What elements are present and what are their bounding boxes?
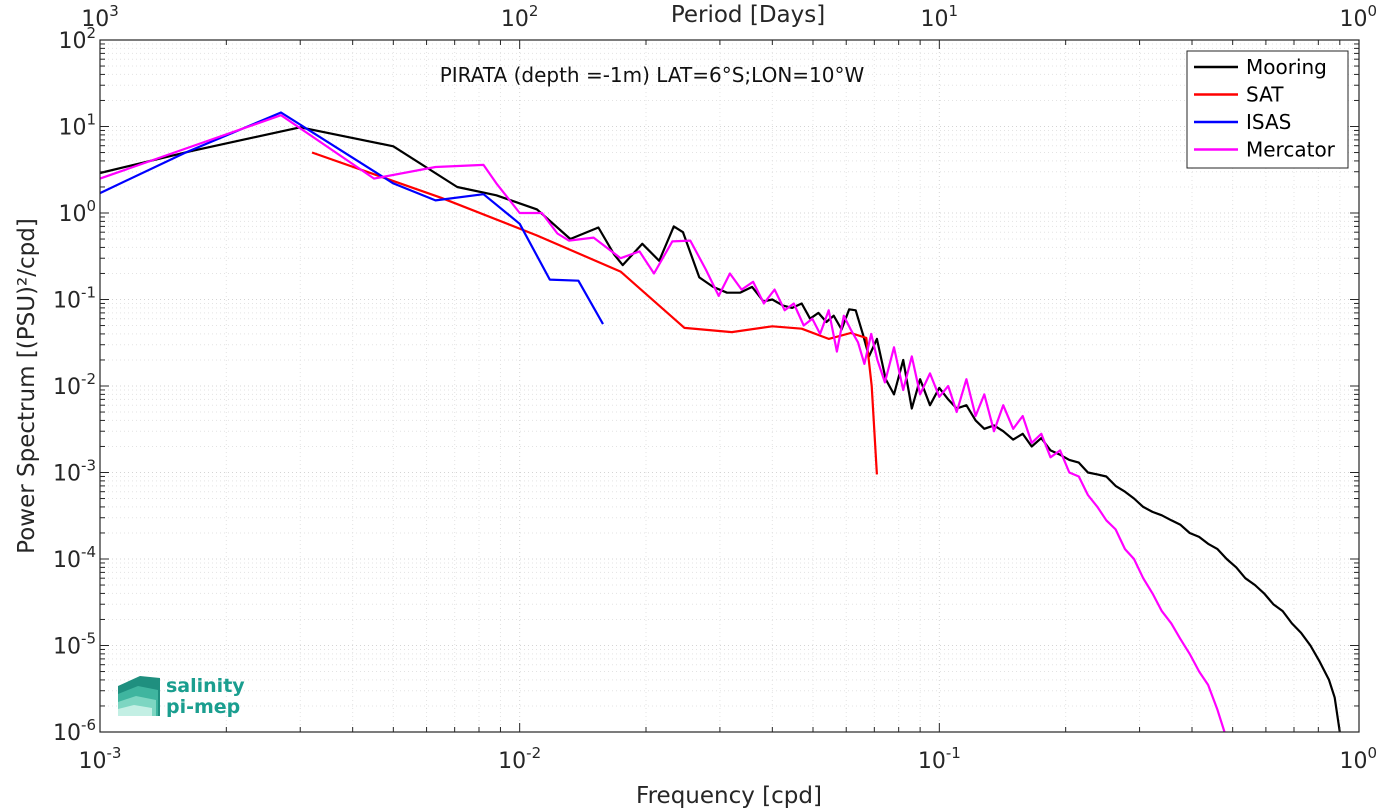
x-axis-title: Frequency [cpd] bbox=[636, 783, 822, 809]
y-tick-label: 10-2 bbox=[53, 370, 96, 400]
top-tick-label: 101 bbox=[921, 2, 959, 32]
legend-label-isas: ISAS bbox=[1246, 110, 1291, 134]
legend-label-mercator: Mercator bbox=[1246, 138, 1336, 162]
top-tick-label: 103 bbox=[81, 2, 119, 32]
logo-line2: pi-mep bbox=[166, 696, 240, 718]
series-line-mercator bbox=[99, 114, 1226, 733]
y-tick-label: 101 bbox=[58, 111, 96, 141]
salinity-pi-mep-logo: salinity pi-mep bbox=[118, 675, 245, 718]
y-tick-label: 10-5 bbox=[53, 630, 96, 660]
chart-title: PIRATA (depth =-1m) LAT=6°S;LON=10°W bbox=[440, 63, 865, 87]
x-tick-label: 10-1 bbox=[918, 744, 961, 774]
legend-label-mooring: Mooring bbox=[1246, 55, 1327, 79]
y-tick-label: 10-6 bbox=[53, 716, 96, 746]
y-tick-label: 100 bbox=[58, 197, 96, 227]
waves-icon bbox=[118, 676, 160, 716]
legend-entries: Mooring SAT ISAS Mercator bbox=[1194, 55, 1336, 162]
top-tick-label: 102 bbox=[501, 2, 539, 32]
series-line-sat bbox=[311, 151, 878, 475]
x-tick-label: 10-3 bbox=[79, 744, 122, 774]
y-axis-title: Power Spectrum [(PSU)²/cpd] bbox=[14, 218, 40, 554]
x-tick-label: 100 bbox=[1339, 744, 1377, 774]
plot-background bbox=[100, 40, 1359, 732]
top-tick-label: 100 bbox=[1339, 2, 1377, 32]
y-tick-label: 10-3 bbox=[53, 457, 96, 487]
y-tick-label: 102 bbox=[58, 24, 96, 54]
y-tick-label: 10-1 bbox=[53, 284, 96, 314]
series-layer bbox=[99, 111, 1341, 733]
x-tick-label: 10-2 bbox=[498, 744, 541, 774]
axis-ticks bbox=[99, 39, 1360, 733]
legend-label-sat: SAT bbox=[1246, 83, 1284, 107]
minor-grid bbox=[100, 40, 1359, 732]
logo-line1: salinity bbox=[166, 675, 245, 697]
legend: Mooring SAT ISAS Mercator bbox=[1186, 50, 1349, 169]
y-tick-label: 10-4 bbox=[53, 543, 96, 573]
top-axis-title: Period [Days] bbox=[671, 2, 825, 28]
